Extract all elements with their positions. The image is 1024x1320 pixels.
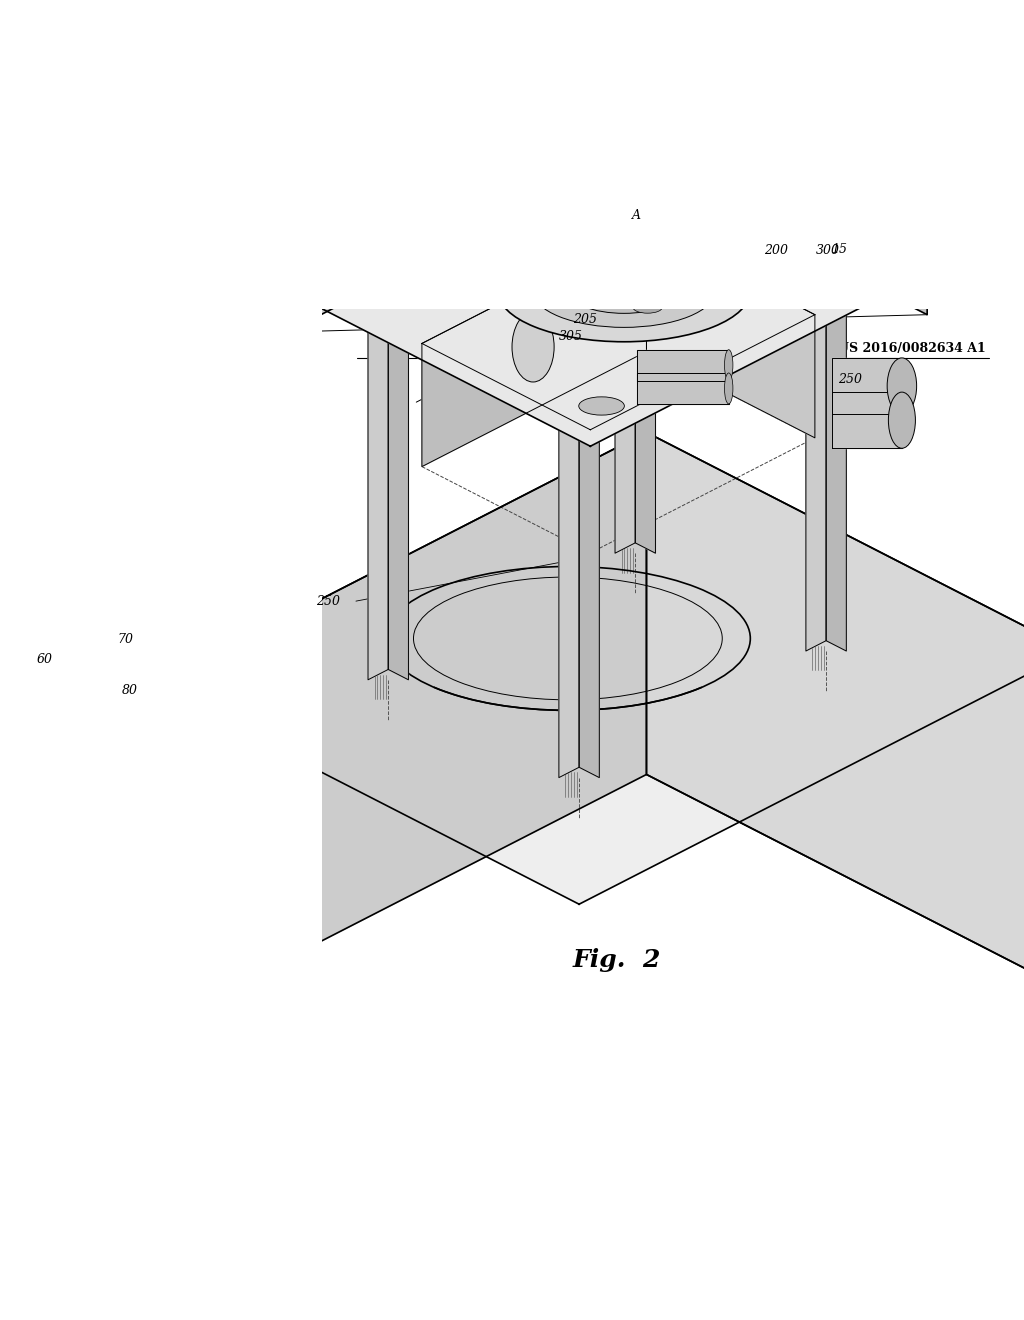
Text: 70: 70 <box>117 632 133 645</box>
Text: Mar. 24, 2016  Sheet 2 of 7: Mar. 24, 2016 Sheet 2 of 7 <box>532 342 723 355</box>
Text: US 2016/0082634 A1: US 2016/0082634 A1 <box>838 342 985 355</box>
Text: A: A <box>633 209 641 222</box>
Polygon shape <box>646 228 815 438</box>
Polygon shape <box>368 286 388 680</box>
Polygon shape <box>831 392 902 449</box>
Ellipse shape <box>512 312 554 381</box>
Ellipse shape <box>650 276 680 288</box>
Ellipse shape <box>725 374 733 404</box>
Text: 200: 200 <box>764 244 787 256</box>
Text: Patent Application Publication: Patent Application Publication <box>385 342 601 355</box>
Polygon shape <box>287 119 927 446</box>
Text: 250: 250 <box>838 374 862 385</box>
Ellipse shape <box>887 358 916 414</box>
Polygon shape <box>635 160 655 553</box>
Text: 80: 80 <box>122 684 138 697</box>
Ellipse shape <box>568 294 598 306</box>
Ellipse shape <box>633 301 663 313</box>
Text: 205: 205 <box>572 313 597 326</box>
Polygon shape <box>806 257 826 651</box>
Polygon shape <box>388 286 409 680</box>
Text: 15: 15 <box>830 243 847 256</box>
Polygon shape <box>831 358 902 414</box>
Polygon shape <box>638 374 729 404</box>
Ellipse shape <box>825 271 871 289</box>
Ellipse shape <box>599 281 648 301</box>
Ellipse shape <box>539 381 620 407</box>
Ellipse shape <box>586 268 615 281</box>
Polygon shape <box>580 384 599 777</box>
Ellipse shape <box>889 392 915 449</box>
Polygon shape <box>153 433 1024 904</box>
Ellipse shape <box>343 276 388 294</box>
Polygon shape <box>153 433 646 1028</box>
Text: 250: 250 <box>315 594 340 607</box>
Text: 60: 60 <box>37 652 52 665</box>
Polygon shape <box>422 228 815 430</box>
Ellipse shape <box>568 268 680 313</box>
Polygon shape <box>422 228 646 466</box>
Polygon shape <box>826 257 846 651</box>
Ellipse shape <box>785 256 866 280</box>
Text: 300: 300 <box>816 244 841 256</box>
Polygon shape <box>615 160 635 553</box>
Polygon shape <box>646 433 1024 993</box>
Polygon shape <box>287 119 624 331</box>
Ellipse shape <box>532 255 715 327</box>
Ellipse shape <box>725 350 733 380</box>
Polygon shape <box>559 384 580 777</box>
Text: Fig.  2: Fig. 2 <box>572 948 662 972</box>
Ellipse shape <box>498 240 751 342</box>
Ellipse shape <box>348 284 429 309</box>
Ellipse shape <box>595 157 676 182</box>
Polygon shape <box>624 119 927 314</box>
Ellipse shape <box>590 149 636 168</box>
Polygon shape <box>638 350 729 380</box>
Text: 305: 305 <box>559 330 583 343</box>
Ellipse shape <box>579 397 625 414</box>
